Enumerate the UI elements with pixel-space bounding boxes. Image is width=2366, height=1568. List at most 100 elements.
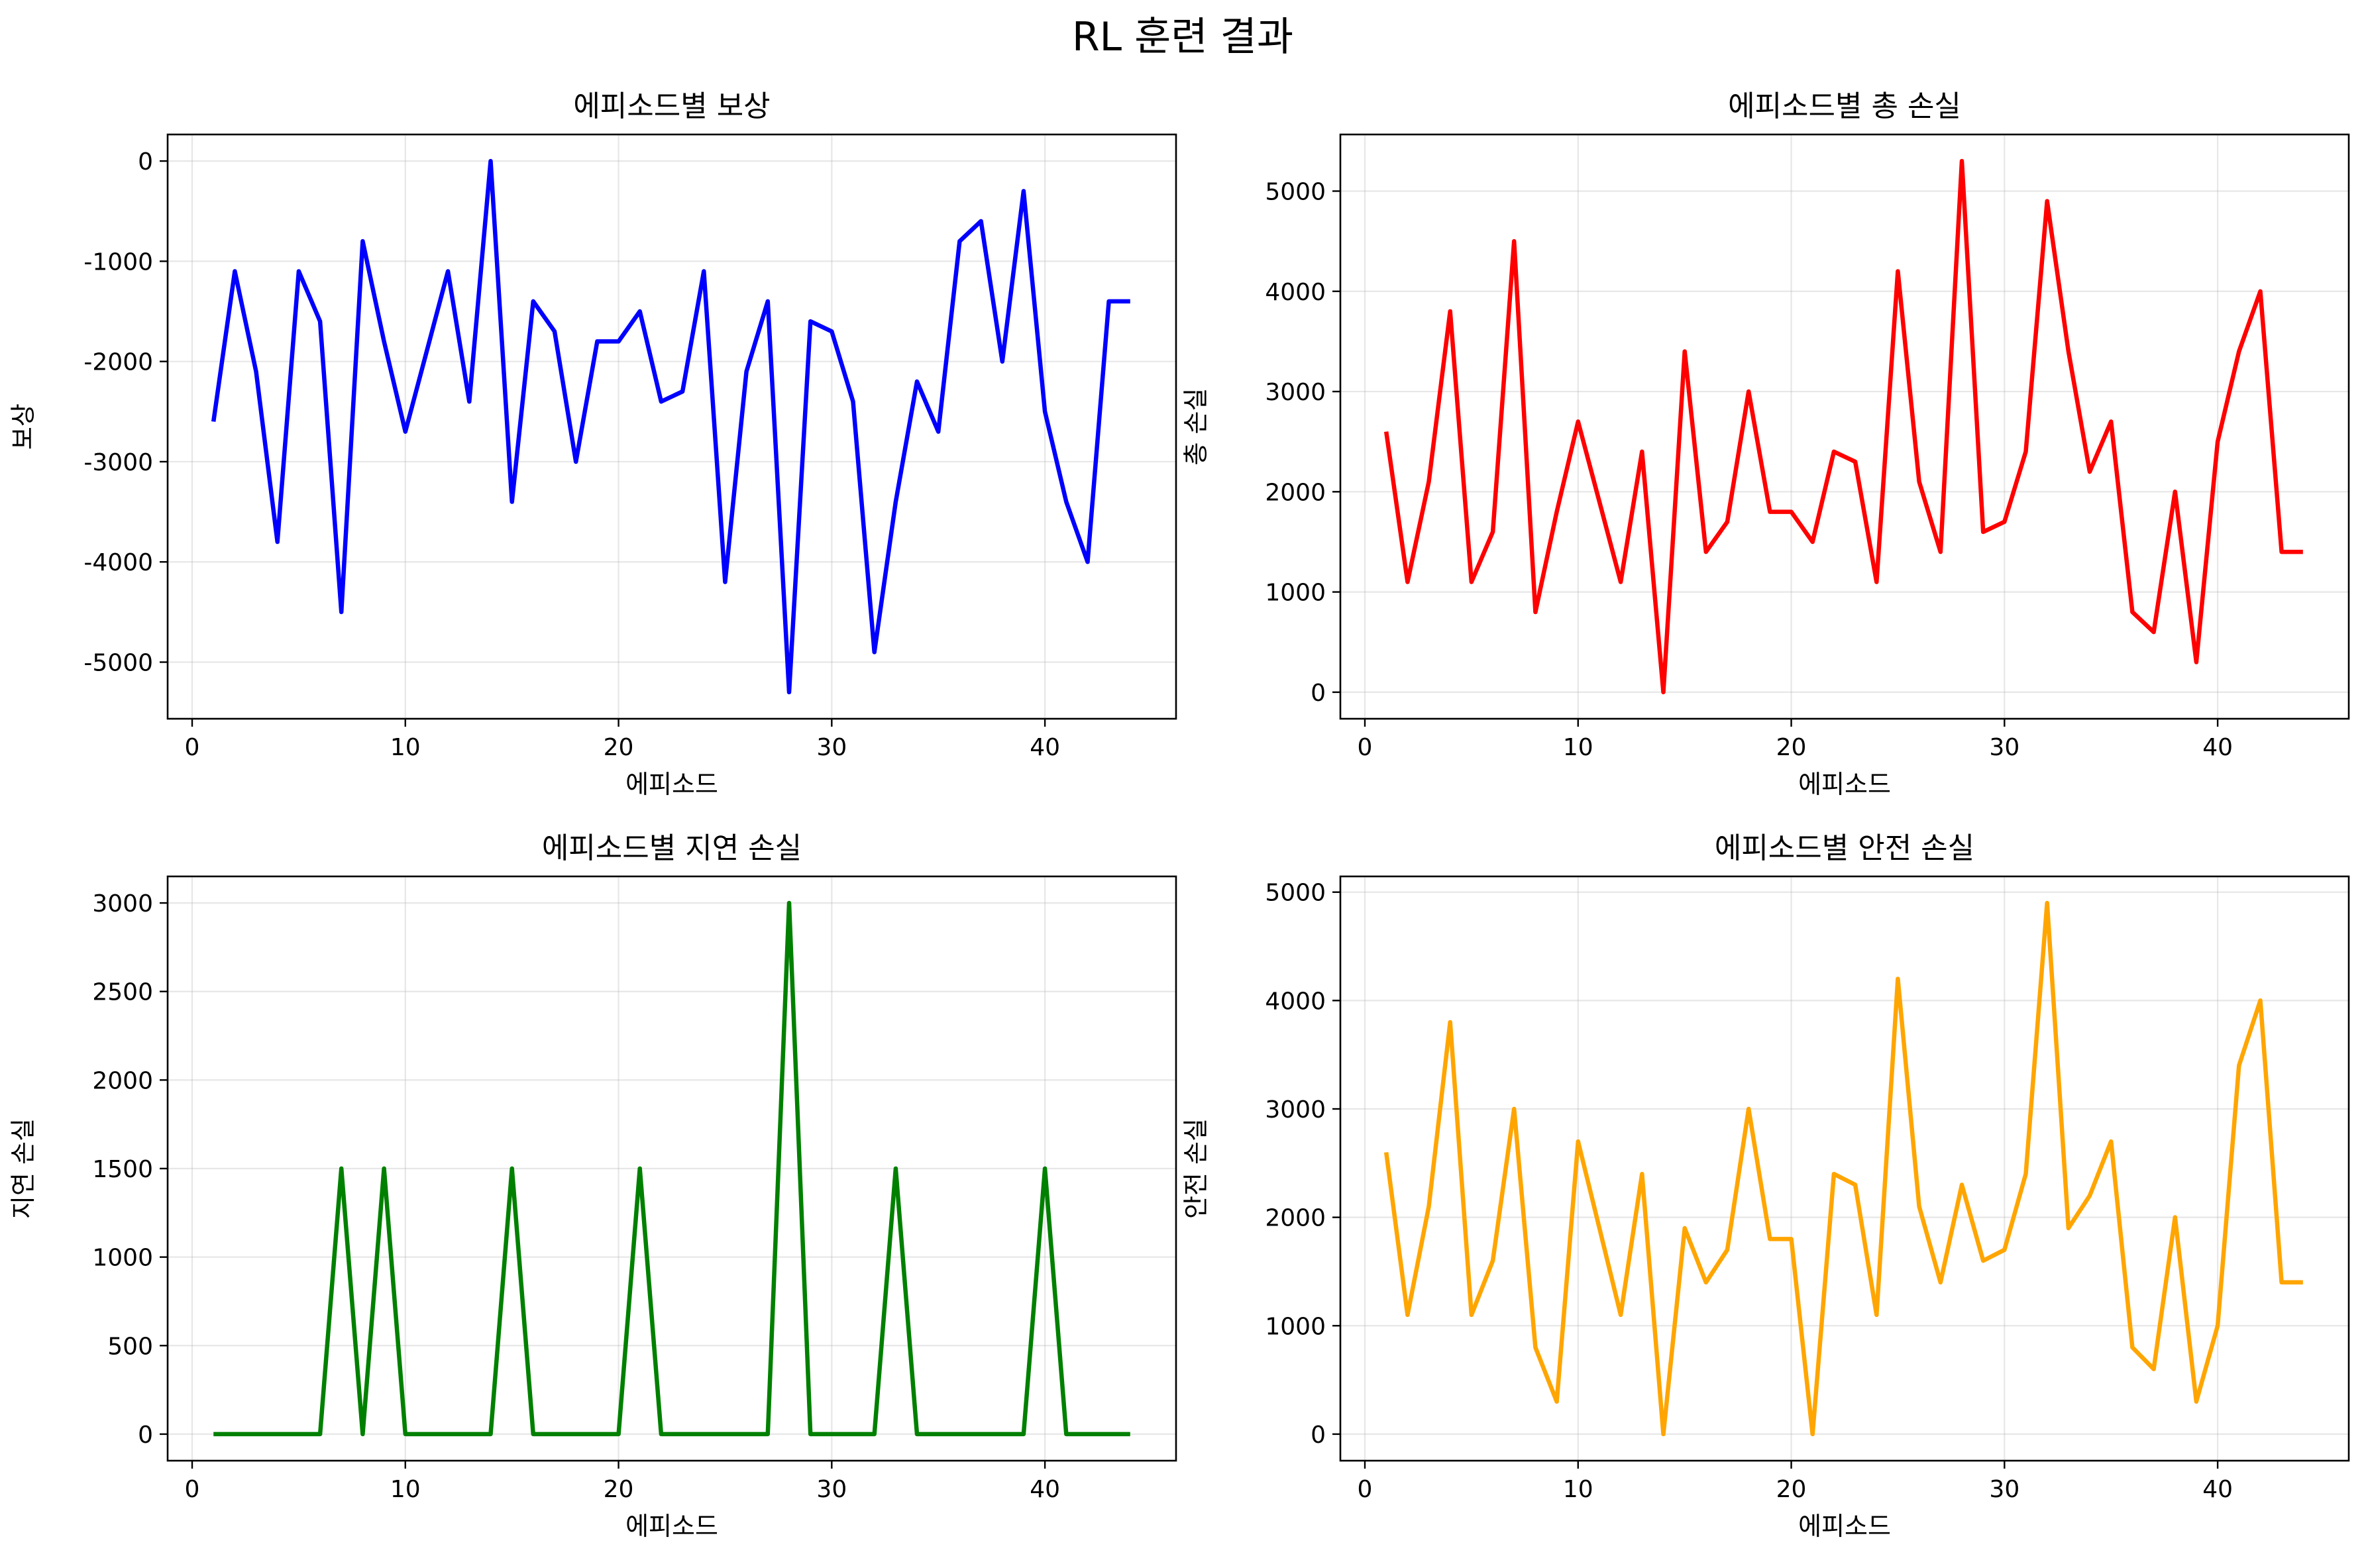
data-point: [1405, 1312, 1410, 1317]
data-point: [1085, 560, 1090, 564]
data-point: [467, 1432, 472, 1436]
data-point: [1448, 1020, 1452, 1025]
data-point: [1426, 480, 1431, 484]
data-point: [1874, 580, 1879, 584]
data-point: [765, 299, 770, 303]
data-point: [1064, 1432, 1069, 1436]
subplot-3: 0 10 20 30 40 0 500 1000 1500 2000 2500 3000 에피소드별 지…: [9, 831, 1177, 1541]
data-point: [1810, 1432, 1815, 1436]
data-point: [2194, 1399, 2198, 1404]
y-axis-label: 총 손실: [1181, 388, 1210, 466]
y-tick-label: 1000: [92, 1245, 153, 1272]
data-point: [637, 309, 642, 314]
x-tick-label: 40: [1030, 1476, 1060, 1503]
x-tick-label: 30: [816, 734, 847, 761]
data-point: [2279, 1280, 2284, 1284]
y-axis-label: 보상: [9, 403, 38, 450]
data-point: [2045, 199, 2049, 203]
data-point: [2151, 1367, 2156, 1371]
data-point: [680, 390, 685, 394]
data-point: [2066, 349, 2070, 354]
data-point: [659, 399, 663, 404]
y-tick-label: 3000: [1265, 1096, 1326, 1124]
data-point: [1448, 309, 1452, 314]
data-point: [425, 1432, 429, 1436]
data-point: [1768, 1237, 1772, 1241]
data-point: [574, 460, 578, 464]
data-point: [1725, 519, 1730, 524]
data-point: [467, 399, 472, 404]
x-tick-label: 20: [604, 734, 634, 761]
data-point: [1938, 1280, 1943, 1284]
data-point: [211, 419, 216, 424]
data-point: [1597, 499, 1602, 504]
data-point: [893, 499, 898, 504]
data-point: [1981, 529, 1986, 534]
x-tick-label: 40: [2202, 734, 2233, 761]
x-axis-label: 에피소드: [1798, 1512, 1891, 1541]
data-point: [1554, 1399, 1559, 1404]
data-point: [1533, 609, 1538, 614]
data-point: [872, 650, 877, 654]
x-tick-label: 30: [816, 1476, 847, 1503]
data-point: [403, 429, 407, 434]
data-point: [233, 269, 237, 274]
data-point: [1043, 409, 1048, 414]
data-point: [1896, 269, 1900, 274]
data-point: [915, 1432, 920, 1436]
y-tick-label: -5000: [83, 650, 153, 677]
data-point: [1789, 509, 1794, 514]
data-point: [1576, 1139, 1580, 1144]
data-point: [1533, 1345, 1538, 1350]
data-point: [787, 901, 792, 906]
data-point: [1576, 419, 1580, 424]
x-axis-label: 에피소드: [625, 770, 718, 799]
data-point: [957, 239, 962, 244]
data-point: [851, 399, 855, 404]
data-point: [1896, 976, 1900, 981]
y-tick-label: 4000: [1265, 988, 1326, 1015]
data-point: [1789, 1237, 1794, 1241]
data-point: [1597, 1226, 1602, 1231]
data-point: [659, 1432, 663, 1436]
x-tick-label: 0: [1358, 734, 1373, 761]
data-point: [915, 379, 920, 384]
data-point: [1640, 449, 1644, 454]
data-point: [787, 690, 792, 694]
x-tick-label: 20: [1776, 1476, 1807, 1503]
data-point: [702, 269, 706, 274]
data-point: [744, 369, 749, 374]
y-tick-label: 2000: [1265, 1205, 1326, 1232]
data-point: [1426, 1204, 1431, 1209]
x-tick-label: 10: [1563, 734, 1593, 761]
data-point: [1469, 580, 1474, 584]
data-point: [872, 1432, 877, 1436]
data-point: [1747, 1107, 1751, 1112]
data-point: [2237, 1063, 2241, 1068]
data-point: [574, 1432, 578, 1436]
data-point: [1085, 1432, 1090, 1436]
data-point: [553, 329, 557, 334]
y-tick-label: 1000: [1265, 1313, 1326, 1340]
data-point: [1917, 1204, 1921, 1209]
data-point: [446, 1432, 451, 1436]
data-point: [1810, 540, 1815, 545]
x-tick-label: 0: [185, 1476, 200, 1503]
data-point: [360, 239, 365, 244]
data-point: [808, 1432, 813, 1436]
data-point: [1491, 1259, 1495, 1263]
data-point: [2216, 439, 2220, 444]
subplot-4: 0 10 20 30 40 0 1000 2000 3000 4000 5000 에피소드별 안전 손…: [1181, 831, 2350, 1541]
data-point: [2130, 609, 2135, 614]
data-point: [1831, 1172, 1836, 1176]
data-point: [553, 1432, 557, 1436]
data-point: [1405, 580, 1410, 584]
series-line: [1383, 900, 2303, 1437]
data-point: [2023, 449, 2028, 454]
data-point: [2300, 550, 2305, 554]
data-point: [488, 159, 493, 164]
y-tick-label: 500: [107, 1333, 153, 1360]
data-point: [979, 1432, 983, 1436]
y-tick-label: 3000: [1265, 379, 1326, 406]
